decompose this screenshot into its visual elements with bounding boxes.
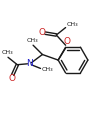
Text: CH₃: CH₃ — [1, 50, 13, 55]
Text: CH₃: CH₃ — [41, 67, 53, 72]
Text: CH₃: CH₃ — [67, 22, 78, 27]
Text: O: O — [8, 74, 15, 83]
Text: N: N — [26, 59, 33, 68]
Text: O: O — [39, 28, 46, 37]
Text: O: O — [63, 37, 70, 46]
Text: CH₃: CH₃ — [26, 38, 38, 43]
